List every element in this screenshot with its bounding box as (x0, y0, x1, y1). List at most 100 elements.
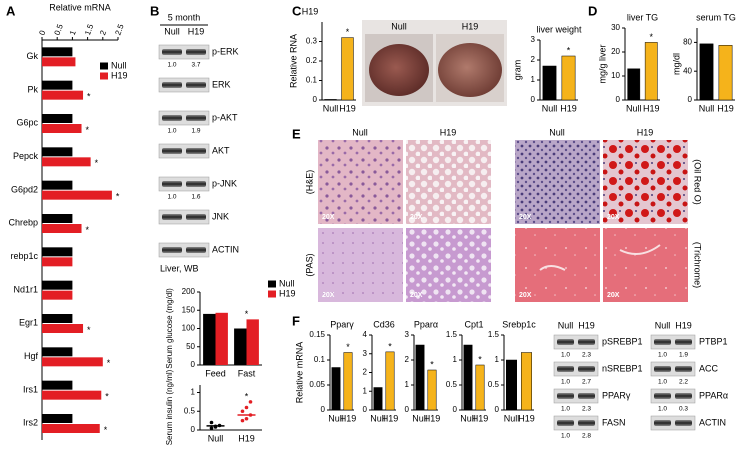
x-tick-label: Null (504, 413, 520, 423)
blot-quant: 1.0 (167, 62, 176, 69)
y-tick-label: 80 (683, 38, 692, 47)
blot-band (186, 115, 206, 121)
y-tick-label: Pk (27, 84, 38, 94)
significance-mark: * (245, 391, 249, 401)
bar (42, 57, 76, 67)
blot-label: ACTIN (212, 244, 239, 254)
blot-quant: 1.0 (561, 406, 570, 413)
blot-band (557, 366, 574, 372)
legend-swatch (100, 62, 108, 70)
blot-quant: 2.7 (582, 379, 591, 386)
histology (318, 140, 688, 302)
y-tick-label: 1 (191, 388, 196, 397)
y-tick-label: 0.1 (314, 355, 326, 364)
blot-quant: 1.0 (658, 379, 667, 386)
significance-mark: * (245, 309, 249, 319)
blot-quant: 1.0 (561, 433, 570, 440)
y-tick-label: 0.15 (309, 330, 325, 339)
blot-quant: 1.6 (191, 194, 200, 201)
y-axis-label: Relative mRNA (294, 342, 304, 404)
x-tick-label: 2 (98, 29, 108, 37)
x-tick-label: H19 (424, 413, 441, 423)
significance-mark: * (86, 225, 90, 235)
blot-band (654, 420, 671, 426)
blot-band (675, 366, 692, 372)
y-tick-label: G6pc (16, 118, 38, 128)
x-tick-label: Null (460, 413, 476, 423)
y-tick-label: 1 (363, 386, 368, 395)
significance-mark: * (388, 341, 392, 351)
significance-mark: * (104, 425, 108, 435)
y-tick-label: 0.5 (446, 380, 458, 389)
x-tick-label: Null (626, 103, 642, 113)
significance-mark: * (430, 359, 434, 369)
y-axis-label: Relative RNA (288, 34, 298, 88)
y-tick-label: 2 (405, 355, 410, 364)
blot-band (162, 214, 182, 220)
blot-band (578, 420, 595, 426)
blot-band (675, 339, 692, 345)
y-tick-label: 0 (531, 95, 536, 104)
bar (42, 347, 73, 357)
x-tick-label: H19 (518, 413, 535, 423)
row-label: (PAS) (304, 253, 314, 276)
blot-band (186, 82, 206, 88)
magnification: 20X (607, 292, 620, 299)
liver-null (369, 44, 429, 96)
y-tick-label: G6pd2 (11, 184, 38, 194)
y-tick-label: 0.3 (306, 37, 318, 46)
y-tick-label: 1 (405, 380, 410, 389)
magnification: 20X (519, 214, 532, 221)
blot-quant: 2.8 (582, 433, 591, 440)
bar (42, 147, 73, 157)
blot-band (162, 181, 182, 187)
x-tick-label: H19 (339, 103, 356, 113)
blot-label: pSREBP1 (602, 336, 643, 346)
blot-label: ACC (699, 363, 719, 373)
bar (246, 319, 259, 365)
liver-h19 (438, 43, 502, 97)
y-tick-label: 50 (186, 342, 195, 351)
bar (427, 369, 437, 411)
y-axis-label: mg/g liver (597, 44, 607, 83)
y-tick-label: 0.1 (306, 76, 318, 85)
chart-title: Cpt1 (464, 319, 483, 329)
y-tick-label: 30 (611, 23, 620, 32)
y-tick-label: 2 (531, 55, 536, 64)
blot-label: p-AKT (212, 112, 238, 122)
row-label: (Oil Red O) (693, 159, 703, 205)
data-point (244, 405, 249, 410)
y-tick-label: 0 (313, 95, 318, 104)
x-tick-label: Null (323, 103, 339, 113)
bar (42, 280, 73, 290)
blot-strip (158, 242, 210, 258)
y-tick-label: Chrebp (8, 218, 38, 228)
blot-quant: 1.9 (679, 352, 688, 359)
blot-label: PTBP1 (699, 336, 728, 346)
panel-label: B (150, 3, 159, 18)
blot-strip (158, 77, 210, 93)
blot-label: ACTIN (699, 417, 726, 427)
x-tick-label: Null (208, 433, 224, 443)
panel-label: C (292, 3, 302, 18)
column-label: H19 (637, 127, 654, 137)
magnification: 20X (410, 214, 423, 221)
legend-label: H19 (279, 288, 296, 298)
blot-quant: 1.9 (191, 128, 200, 135)
blot-quant: 2.3 (582, 406, 591, 413)
bar (718, 45, 733, 101)
y-tick-label: 100 (182, 324, 196, 333)
data-point (244, 416, 249, 421)
blot-label: nSREBP1 (602, 363, 643, 373)
bar (42, 224, 82, 233)
y-tick-label: Nd1r1 (13, 284, 38, 294)
blot-strip (553, 334, 599, 350)
x-tick-label: 0 (37, 29, 47, 37)
blot-band (675, 393, 692, 399)
blot-band (162, 247, 182, 253)
x-tick-label: H19 (717, 103, 734, 113)
bar (42, 414, 73, 423)
blot-band (654, 393, 671, 399)
y-tick-label: 2 (363, 368, 368, 377)
